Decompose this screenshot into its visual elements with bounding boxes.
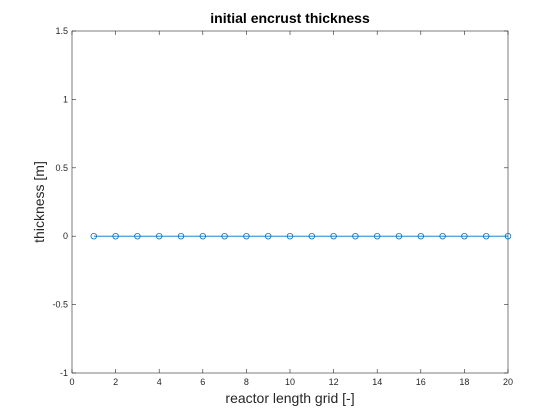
axis-ticks: 0 2 4 6 8 10 12 14 16 18 20 -1 -0.5 0 0.5 1 1.5 [52,26,513,387]
data-point [265,232,272,240]
data-point [221,232,228,240]
data-series [90,232,512,240]
y-tick-label: 0.5 [55,163,68,173]
data-point [461,232,468,240]
x-tick-label: 10 [285,377,295,387]
data-point [308,232,315,240]
data-point [439,232,446,240]
x-axis-label: reactor length grid [-] [225,390,354,406]
x-tick-label: 20 [503,377,513,387]
data-point [286,232,294,240]
data-point [134,232,141,240]
x-tick-label: 18 [459,377,469,387]
data-point [352,232,359,240]
x-tick-label: 0 [69,377,74,387]
data-point [504,232,512,240]
x-tick-label: 8 [244,377,249,387]
data-point [112,232,119,240]
data-point [330,232,337,240]
x-tick-label: 16 [416,377,426,387]
x-tick-label: 14 [372,377,382,387]
x-tick-label: 2 [113,377,118,387]
data-point [243,232,250,240]
y-tick-label: -0.5 [52,300,68,310]
x-tick-label: 12 [329,377,339,387]
x-tick-label: 6 [200,377,205,387]
data-point [90,232,97,240]
data-point [199,232,206,240]
data-point [483,232,490,240]
data-point [395,232,403,240]
chart-title: initial encrust thickness [210,10,370,26]
y-tick-label: -1 [60,368,68,378]
data-point [177,232,185,240]
y-tick-label: 0 [63,231,68,241]
y-axis-label: thickness [m] [31,161,47,243]
data-point [417,232,424,240]
y-tick-label: 1 [63,94,68,104]
x-tick-label: 4 [157,377,162,387]
data-point [155,232,163,240]
plot-area [71,30,509,374]
y-tick-label: 1.5 [55,26,68,36]
data-point [374,232,381,240]
